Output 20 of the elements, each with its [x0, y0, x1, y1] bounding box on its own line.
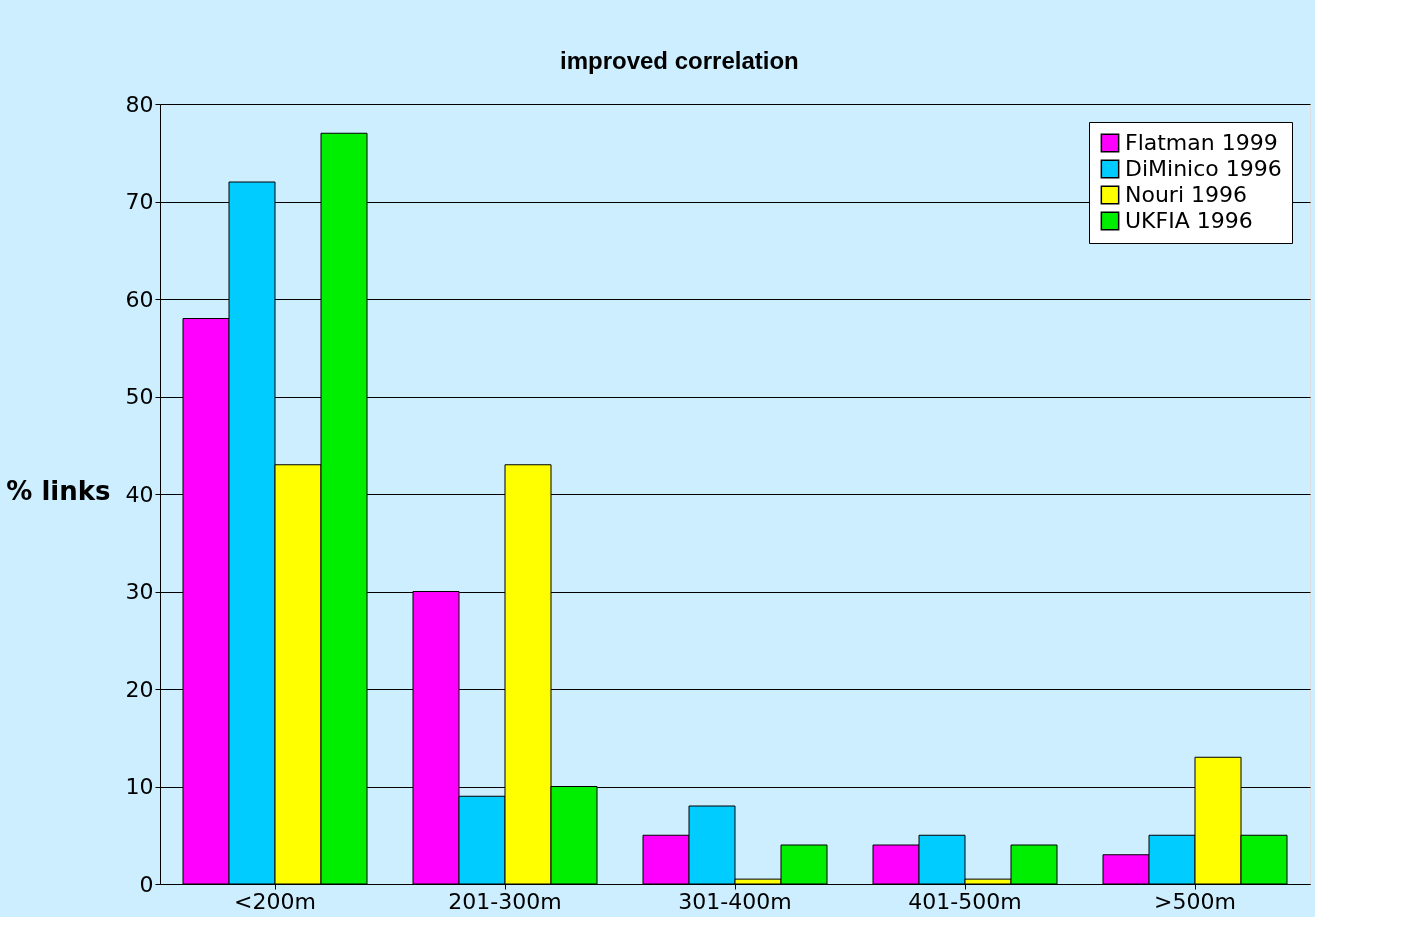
x-tick-label: 301-400m [678, 888, 792, 914]
legend-label: UKFIA 1996 [1125, 208, 1253, 233]
text: improved correlation [560, 47, 799, 74]
y-tick-label: 60 [125, 286, 154, 312]
x-tick-label: 201-300m [448, 888, 562, 914]
x-tick-label: 401-500m [908, 888, 1022, 914]
y-axis-title: % links [6, 475, 111, 506]
legend-label: Nouri 1996 [1125, 182, 1247, 207]
y-tick-label: 40 [125, 481, 154, 507]
y-tick-label: 70 [125, 189, 154, 214]
y-tick-label: 30 [125, 579, 154, 604]
y-tick-label: 10 [125, 774, 154, 799]
y-tick-label: 20 [125, 676, 154, 702]
y-tick-label: 80 [125, 91, 154, 117]
legend-label: DiMinico 1996 [1125, 156, 1282, 181]
legend-label: Flatman 1999 [1125, 130, 1278, 155]
y-tick-label: 0 [139, 871, 154, 897]
x-tick-label: >500m [1154, 888, 1236, 914]
x-tick-label: <200m [234, 888, 316, 914]
y-tick-label: 50 [125, 384, 154, 409]
